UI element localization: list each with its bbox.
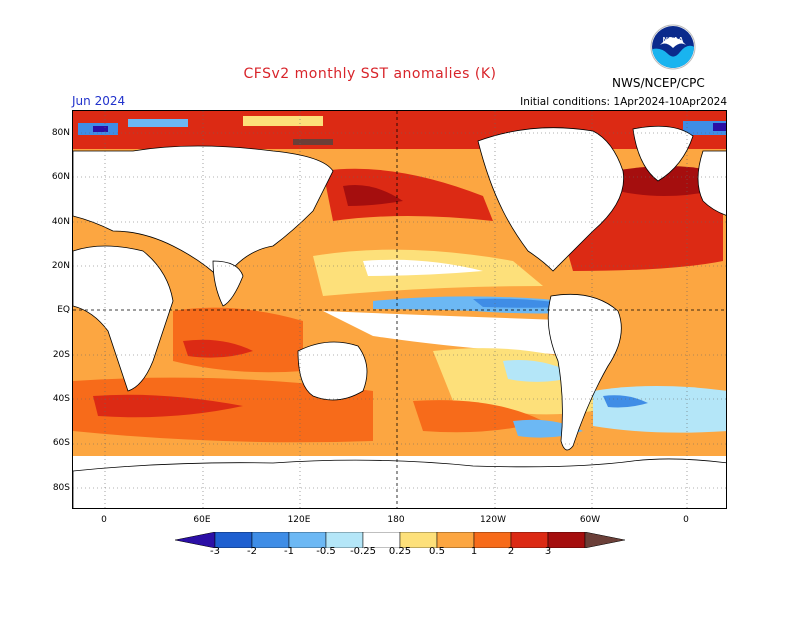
svg-text:NOAA: NOAA — [663, 37, 684, 44]
lat-tick: 40S — [52, 394, 70, 404]
colorbar-level-label: 0.25 — [388, 546, 412, 557]
lat-tick: 60N — [51, 172, 70, 182]
lon-tick: 60W — [579, 515, 601, 525]
valid-month-label: Jun 2024 — [72, 94, 126, 108]
noaa-logo: NOAA — [650, 24, 696, 70]
colorbar-level-label: 3 — [544, 546, 552, 557]
lat-tick: EQ — [57, 305, 70, 315]
chart-title: CFSv2 monthly SST anomalies (K) — [243, 66, 497, 82]
lon-tick: 120W — [479, 515, 507, 525]
map-grid — [73, 111, 726, 508]
colorbar-level-label: -2 — [247, 546, 257, 557]
lat-tick: 80S — [52, 483, 70, 493]
lon-tick: 180 — [387, 515, 405, 525]
lat-tick: 20S — [52, 350, 70, 360]
organization-label: NWS/NCEP/CPC — [612, 76, 705, 90]
colorbar — [175, 532, 625, 548]
colorbar-level-label: -0.25 — [350, 546, 376, 557]
lat-tick: 20N — [51, 261, 70, 271]
lon-tick: 60E — [193, 515, 211, 525]
australia-landmass — [297, 341, 368, 401]
sst-anomaly-map — [72, 110, 727, 509]
greenland-landmass — [632, 125, 694, 182]
initial-conditions-label: Initial conditions: 1Apr2024-10Apr2024 — [520, 96, 727, 108]
lon-tick: 120E — [287, 515, 311, 525]
colorbar-level-label: -1 — [284, 546, 294, 557]
lon-tick: 0 — [683, 515, 689, 525]
lat-tick: 60S — [52, 438, 70, 448]
colorbar-level-label: -3 — [210, 546, 220, 557]
north-america-landmass — [477, 127, 625, 272]
south-america-landmass — [547, 293, 622, 451]
antarctica-landmass — [73, 458, 726, 508]
sst-anomaly-field — [73, 111, 726, 508]
africa-landmass — [73, 245, 174, 392]
colorbar-level-label: -0.5 — [316, 546, 336, 557]
eurasia-landmass — [73, 145, 334, 282]
colorbar-level-label: 2 — [507, 546, 515, 557]
colorbar-level-label: 1 — [470, 546, 478, 557]
lat-tick: 40N — [51, 217, 70, 227]
lat-tick: 80N — [51, 128, 70, 138]
lon-tick: 0 — [101, 515, 107, 525]
colorbar-level-label: 0.5 — [429, 546, 445, 557]
colorbar-segment — [584, 532, 625, 548]
